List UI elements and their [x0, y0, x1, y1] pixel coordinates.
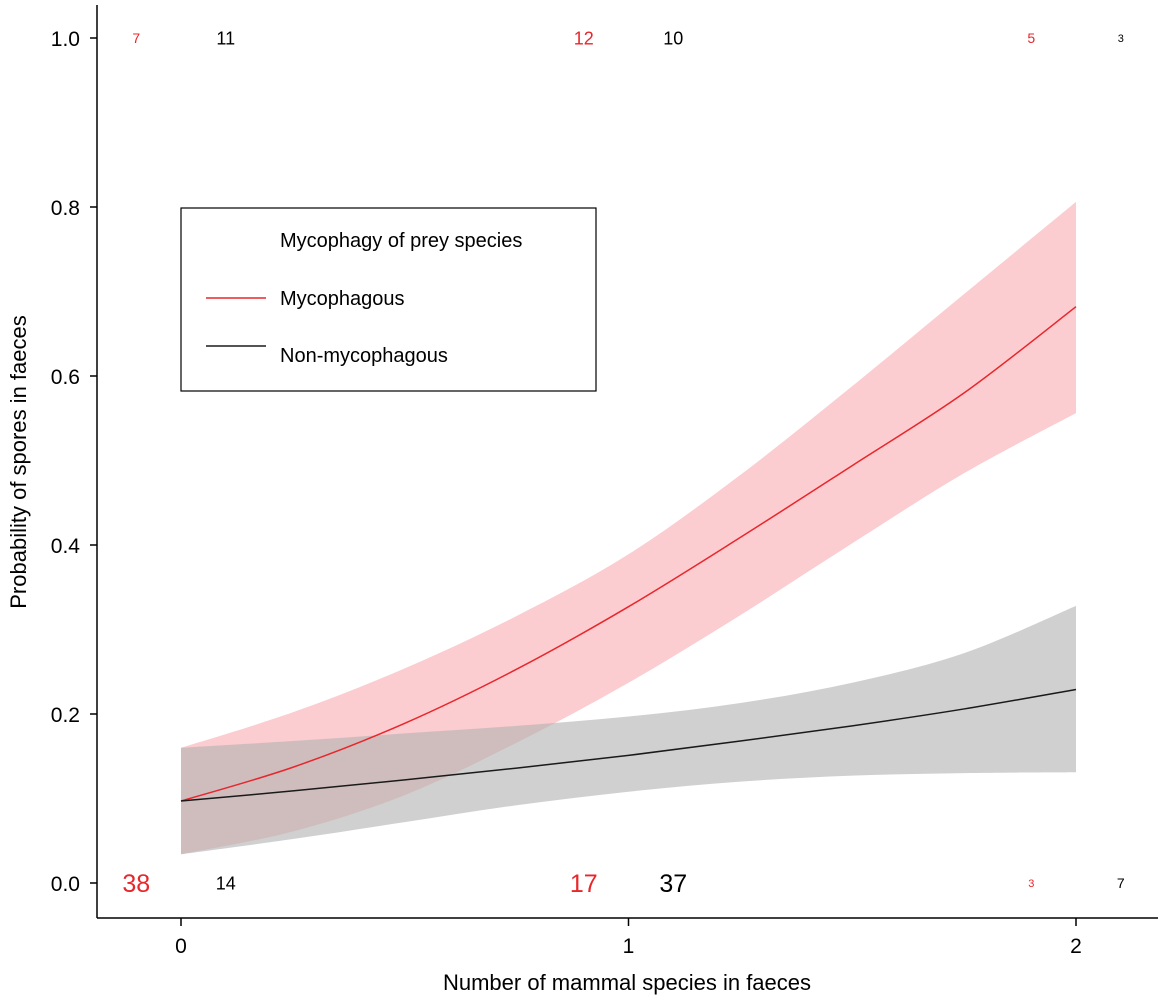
y-tick-label: 0.4: [51, 535, 81, 558]
legend-title: Mycophagy of prey species: [280, 230, 522, 252]
count-label: 17: [570, 870, 598, 898]
series-line-non-mycophagous: [180, 688, 1077, 802]
series-lines: [180, 306, 1077, 802]
y-axis-ticks: 0.0 0.2 0.4 0.6 0.8 1.0: [51, 28, 97, 896]
legend-box: [180, 207, 597, 392]
x-tick-label: 0: [175, 935, 187, 958]
confidence-band-mycophagous: [181, 201, 1076, 855]
count-label: 37: [659, 870, 687, 898]
count-label: 12: [574, 28, 594, 48]
count-label: 10: [663, 28, 683, 48]
legend-label-non-mycophagous: Non-mycophagous: [280, 345, 448, 367]
y-tick-label: 0.0: [51, 873, 80, 896]
legend: Mycophagy of prey species Mycophagous No…: [180, 207, 597, 392]
count-label: 7: [132, 30, 140, 46]
plot-area: [180, 201, 1077, 855]
x-axis-ticks: 0 1 2: [175, 918, 1082, 958]
series-line-mycophagous: [180, 306, 1077, 802]
count-label: 3: [1118, 33, 1124, 45]
y-tick-label: 0.2: [51, 704, 80, 727]
count-annotations: 7 11 12 10 5 338 14 17 37 3 7: [122, 28, 1125, 898]
x-axis-label: Number of mammal species in faeces: [443, 970, 811, 995]
y-tick-label: 1.0: [51, 28, 80, 51]
count-label: 38: [122, 870, 150, 898]
y-tick-label: 0.6: [51, 366, 80, 389]
count-label: 7: [1117, 875, 1125, 891]
count-label: 11: [216, 28, 235, 48]
y-axis-label: Probability of spores in faeces: [6, 315, 31, 609]
count-label: 3: [1028, 878, 1034, 890]
confidence-band-non-mycophagous: [181, 605, 1076, 855]
y-tick-label: 0.8: [51, 197, 80, 220]
x-tick-label: 2: [1070, 935, 1082, 958]
legend-label-mycophagous: Mycophagous: [280, 288, 405, 310]
count-label: 14: [216, 873, 236, 893]
count-label: 5: [1027, 30, 1035, 46]
confidence-bands: [181, 201, 1076, 855]
x-tick-label: 1: [623, 935, 635, 958]
